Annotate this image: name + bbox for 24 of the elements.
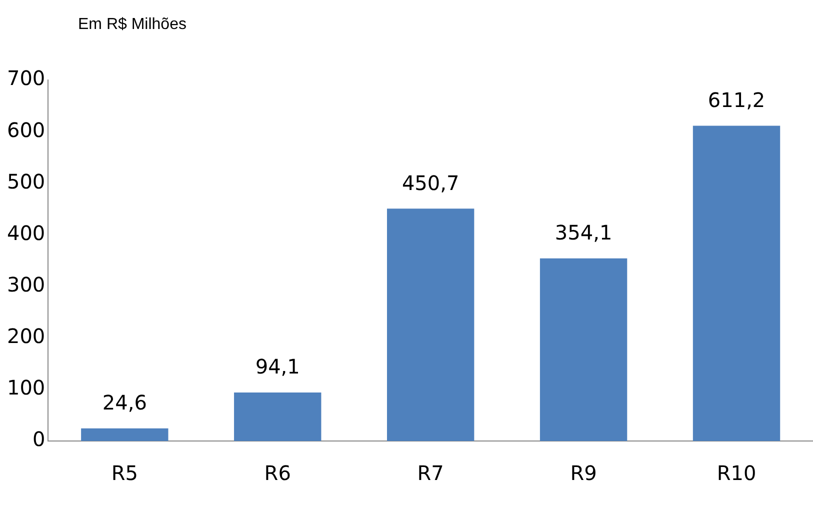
y-tick-label: 100 bbox=[6, 376, 46, 400]
data-label: 611,2 bbox=[708, 88, 766, 112]
data-label: 450,7 bbox=[402, 170, 460, 195]
y-tick-label: 600 bbox=[6, 118, 46, 142]
bar bbox=[81, 428, 168, 441]
y-tick-label: 400 bbox=[6, 220, 46, 245]
data-label: 24,6 bbox=[102, 390, 147, 415]
y-tick-label: 500 bbox=[6, 169, 46, 194]
y-tick-label: 0 bbox=[32, 427, 46, 452]
x-tick-label: R6 bbox=[264, 461, 291, 486]
y-axis-title: Em R$ Milhões bbox=[78, 16, 186, 34]
data-label: 94,1 bbox=[255, 354, 300, 379]
data-label: 354,1 bbox=[554, 220, 612, 245]
x-tick-label: R9 bbox=[570, 461, 597, 486]
x-tick-label: R10 bbox=[716, 461, 756, 486]
y-tick-label: 700 bbox=[6, 66, 46, 90]
bar bbox=[692, 126, 780, 441]
x-tick-label: R7 bbox=[417, 461, 444, 486]
bar bbox=[540, 258, 628, 441]
y-tick-label: 300 bbox=[6, 272, 46, 296]
bar bbox=[234, 392, 322, 441]
x-tick-label: R5 bbox=[111, 461, 138, 486]
bar bbox=[386, 208, 474, 441]
y-tick-label: 200 bbox=[6, 324, 46, 348]
